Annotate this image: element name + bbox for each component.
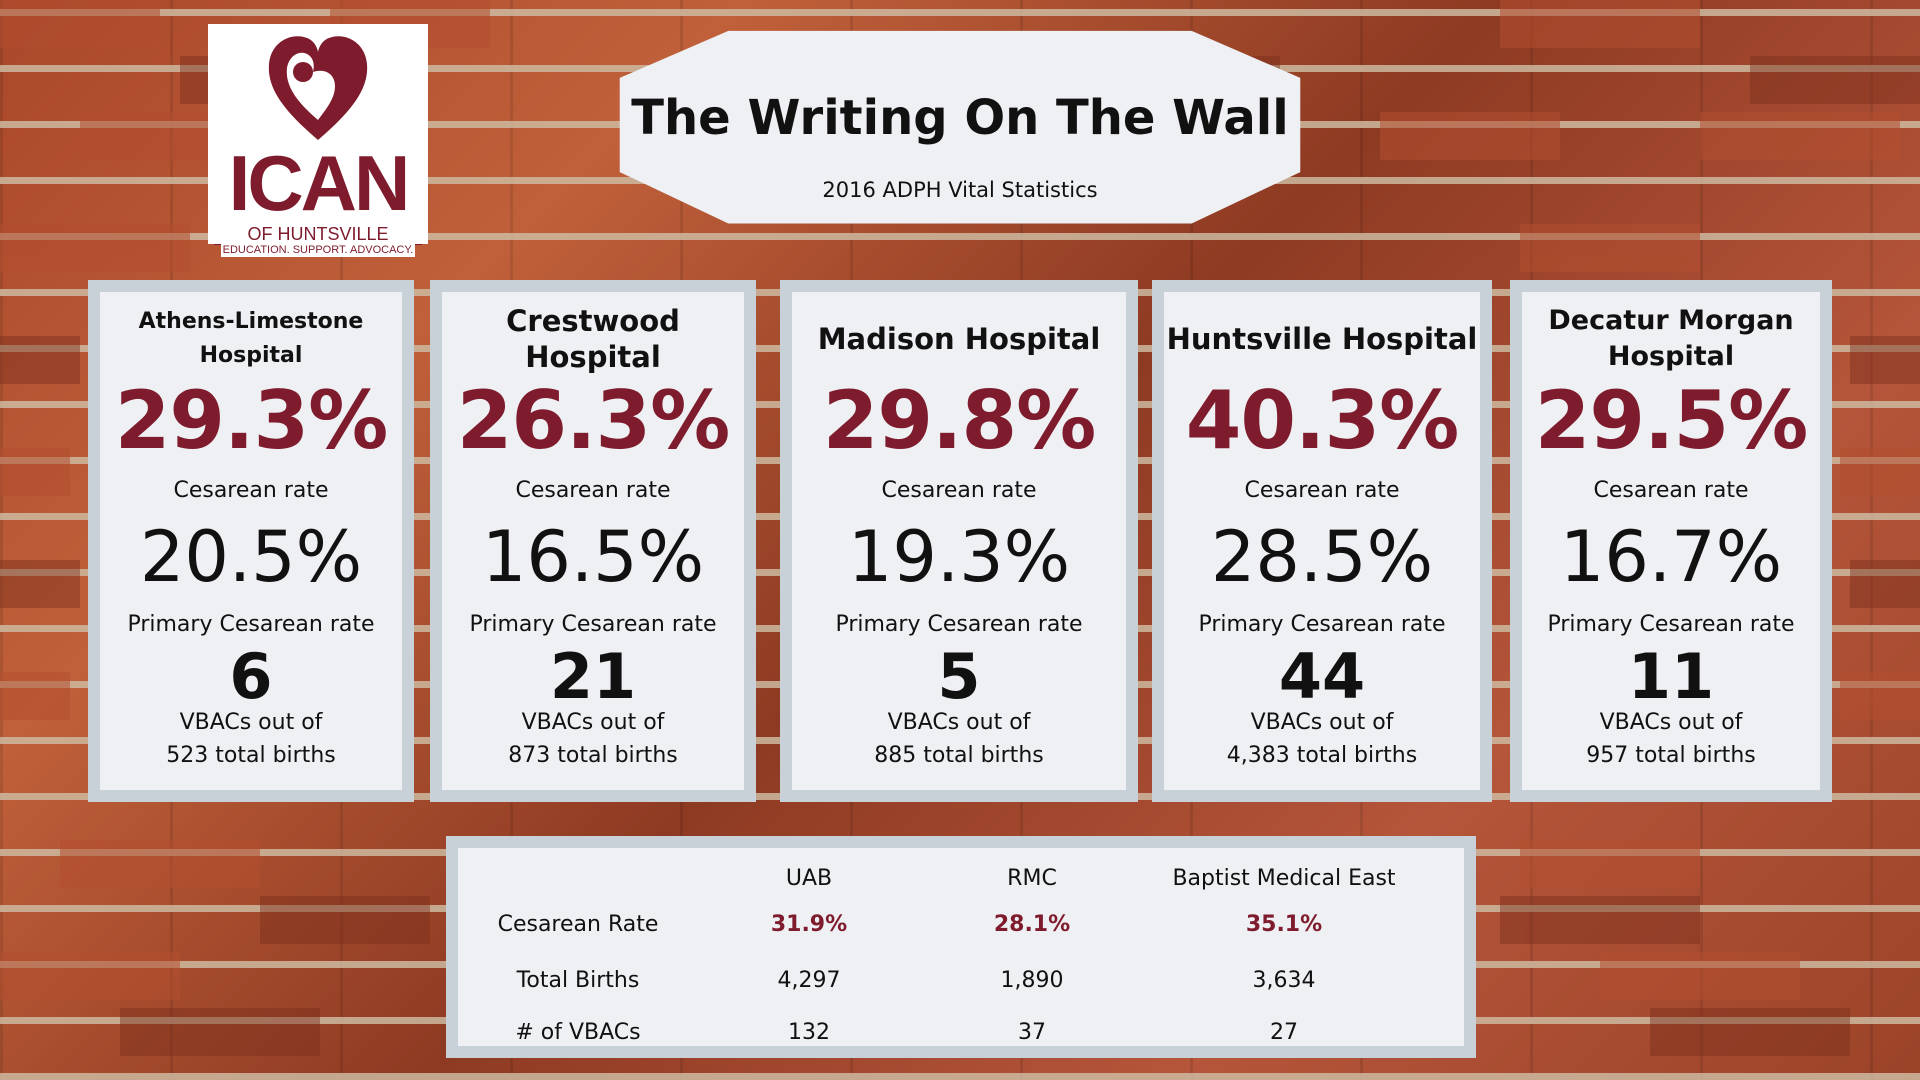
hospital-name: Crestwood Hospital (506, 304, 680, 374)
vbac-label-line1: VBACs out of (521, 710, 665, 735)
vbac-label-line1: VBACs out of (179, 710, 323, 735)
cesarean-rate-label: Cesarean rate (1593, 478, 1749, 503)
other-hospitals-table: UAB RMC Baptist Medical East Cesarean Ra… (446, 836, 1476, 1058)
vbac-label: VBACs out of 885 total births (792, 706, 1126, 772)
vbac-count: 21 (549, 640, 637, 713)
primary-cesarean-rate-label: Primary Cesarean rate (835, 612, 1083, 637)
vbac-total-births: 957 total births (1586, 743, 1756, 768)
logo-wordmark: ICAN (228, 139, 411, 227)
row-label: Cesarean Rate (497, 912, 659, 937)
column-header: Baptist Medical East (1172, 866, 1396, 891)
hospital-card: Crestwood Hospital 26.3% Cesarean rate 1… (430, 280, 756, 802)
vbac-count: 11 (1627, 640, 1715, 713)
hospital-name: Athens-Limestone Hospital (138, 309, 364, 368)
ican-logo: ICAN OF HUNTSVILLE EDUCATION. SUPPORT. A… (208, 24, 428, 257)
vbac-count: 44 (1278, 640, 1366, 713)
primary-cesarean-rate-label: Primary Cesarean rate (127, 612, 375, 637)
table-cell: 4,297 (777, 968, 841, 993)
primary-cesarean-rate-value: 28.5% (1210, 516, 1434, 598)
cesarean-rate-label: Cesarean rate (1244, 478, 1400, 503)
cesarean-rate-value: 29.3% (114, 374, 389, 467)
row-label: # of VBACs (515, 1020, 641, 1045)
hospital-card-body: Crestwood Hospital 26.3% Cesarean rate 1… (442, 292, 744, 790)
column-header: UAB (785, 866, 833, 891)
vbac-total-births: 4,383 total births (1226, 743, 1418, 768)
vbac-count: 5 (937, 640, 981, 713)
vbac-label-line1: VBACs out of (887, 710, 1031, 735)
hospital-name: Decatur Morgan Hospital (1548, 305, 1794, 372)
page-subtitle: 2016 ADPH Vital Statistics (822, 178, 1098, 202)
primary-cesarean-rate-value: 16.5% (481, 516, 705, 598)
table-body: UAB RMC Baptist Medical East Cesarean Ra… (458, 848, 1464, 1046)
primary-cesarean-rate-label: Primary Cesarean rate (1198, 612, 1446, 637)
primary-cesarean-rate-value: 20.5% (139, 516, 363, 598)
table-cell: 132 (788, 1020, 830, 1045)
table-cell: 28.1% (993, 912, 1071, 937)
vbac-label: VBACs out of 523 total births (100, 706, 402, 772)
title-banner: The Writing On The Wall 2016 ADPH Vital … (619, 30, 1301, 224)
row-label: Total Births (516, 968, 640, 993)
table-cell: 35.1% (1245, 912, 1323, 937)
page-title: The Writing On The Wall (631, 90, 1289, 146)
hospital-card-body: Athens-Limestone Hospital 29.3% Cesarean… (100, 292, 402, 790)
hospital-card: Athens-Limestone Hospital 29.3% Cesarean… (88, 280, 414, 802)
logo-subtitle: OF HUNTSVILLE (247, 224, 389, 244)
hospital-name: Madison Hospital (817, 322, 1101, 356)
primary-cesarean-rate-value: 16.7% (1559, 516, 1783, 598)
table-cell: 1,890 (1000, 968, 1064, 993)
cesarean-rate-label: Cesarean rate (881, 478, 1037, 503)
hospital-card-body: Decatur Morgan Hospital 29.5% Cesarean r… (1522, 292, 1820, 790)
column-header: RMC (1007, 866, 1057, 891)
vbac-label: VBACs out of 873 total births (442, 706, 744, 772)
primary-cesarean-rate-label: Primary Cesarean rate (1547, 612, 1795, 637)
vbac-total-births: 885 total births (874, 743, 1044, 768)
hospital-card: Decatur Morgan Hospital 29.5% Cesarean r… (1510, 280, 1832, 802)
hospital-card: Madison Hospital 29.8% Cesarean rate 19.… (780, 280, 1138, 802)
hospital-card-body: Huntsville Hospital 40.3% Cesarean rate … (1164, 292, 1480, 790)
vbac-count: 6 (229, 640, 273, 713)
cesarean-rate-value: 40.3% (1185, 374, 1460, 467)
vbac-label-line1: VBACs out of (1599, 710, 1743, 735)
table-cell: 31.9% (770, 912, 848, 937)
cesarean-rate-label: Cesarean rate (173, 478, 329, 503)
heart-mother-child-icon (268, 36, 368, 141)
vbac-label: VBACs out of 957 total births (1522, 706, 1820, 772)
primary-cesarean-rate-label: Primary Cesarean rate (469, 612, 717, 637)
table-cell: 3,634 (1252, 968, 1316, 993)
primary-cesarean-rate-value: 19.3% (847, 516, 1071, 598)
cesarean-rate-value: 29.8% (822, 374, 1097, 467)
cesarean-rate-value: 26.3% (456, 374, 731, 467)
table-cell: 27 (1270, 1020, 1298, 1045)
vbac-label-line1: VBACs out of (1250, 710, 1394, 735)
logo-tagline: EDUCATION. SUPPORT. ADVOCACY. (214, 243, 422, 259)
cesarean-rate-value: 29.5% (1534, 374, 1809, 467)
table-cell: 37 (1018, 1020, 1046, 1045)
hospital-card: Huntsville Hospital 40.3% Cesarean rate … (1152, 280, 1492, 802)
cesarean-rate-label: Cesarean rate (515, 478, 671, 503)
vbac-label: VBACs out of 4,383 total births (1164, 706, 1480, 772)
vbac-total-births: 523 total births (166, 743, 336, 768)
hospital-name: Huntsville Hospital (1166, 322, 1478, 356)
vbac-total-births: 873 total births (508, 743, 678, 768)
hospital-card-body: Madison Hospital 29.8% Cesarean rate 19.… (792, 292, 1126, 790)
